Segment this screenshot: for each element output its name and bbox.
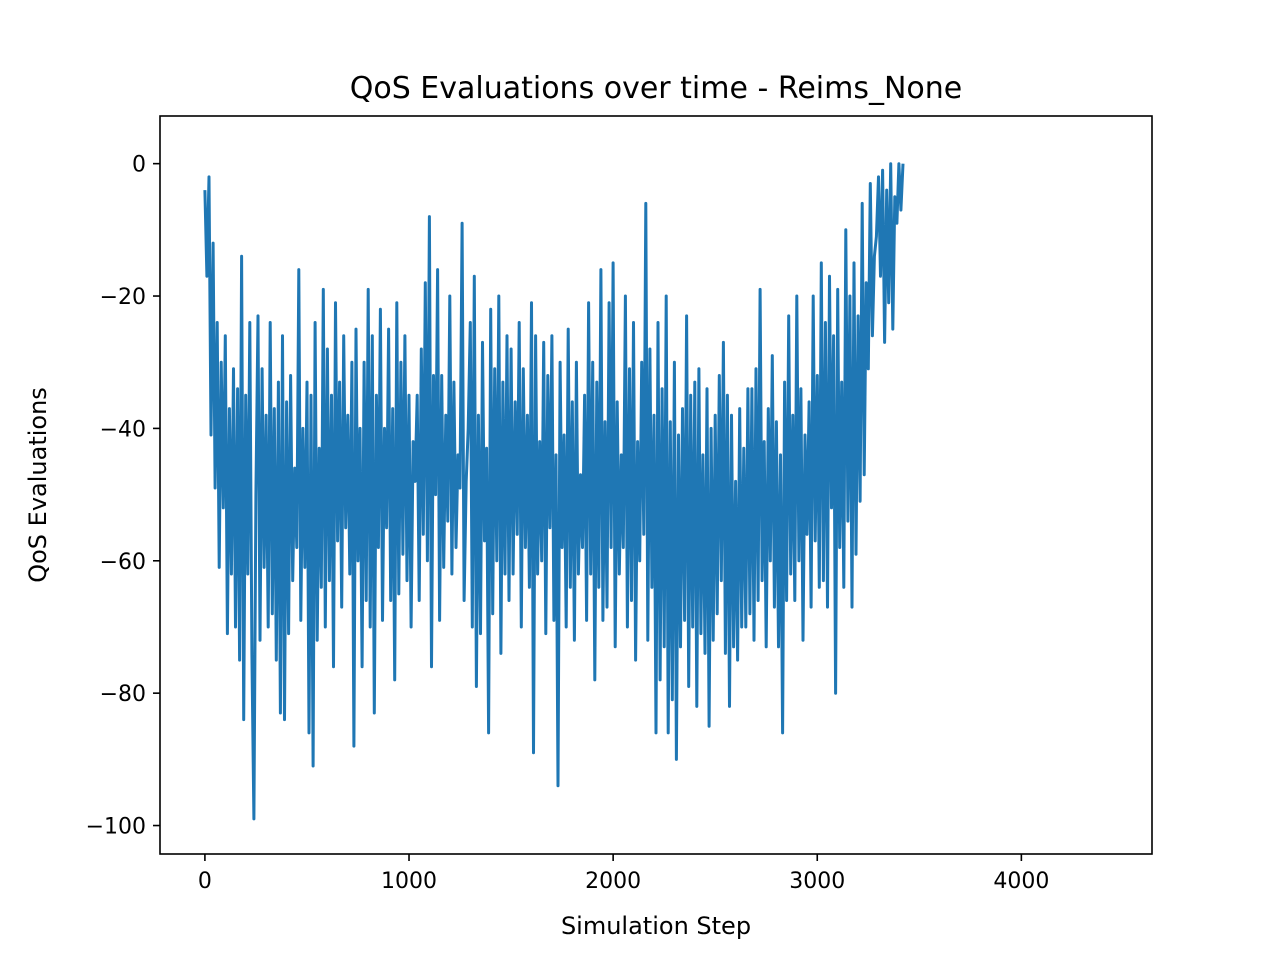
plot-area (203, 162, 905, 821)
plot-frame (159, 115, 1153, 855)
y-tick-label: −40 (100, 417, 146, 442)
y-tick-label: −20 (100, 285, 146, 310)
x-axis-label: Simulation Step (561, 912, 751, 940)
y-tick-label: −60 (100, 550, 146, 575)
y-axis: 0 −20 −40 −60 −80 −100 (86, 153, 160, 840)
x-tick-label: 3000 (789, 869, 845, 894)
y-tick-label: −100 (86, 815, 146, 840)
x-tick-label: 2000 (585, 869, 641, 894)
x-axis: 0 1000 2000 3000 4000 (198, 854, 1049, 894)
series-line-0 (203, 162, 905, 821)
x-tick-label: 0 (198, 869, 212, 894)
x-tick-label: 4000 (993, 869, 1049, 894)
y-tick-label: −80 (100, 682, 146, 707)
chart-title: QoS Evaluations over time - Reims_None (350, 71, 963, 106)
x-tick-label: 1000 (381, 869, 437, 894)
y-axis-label: QoS Evaluations (24, 387, 52, 583)
y-tick-label: 0 (132, 153, 146, 178)
